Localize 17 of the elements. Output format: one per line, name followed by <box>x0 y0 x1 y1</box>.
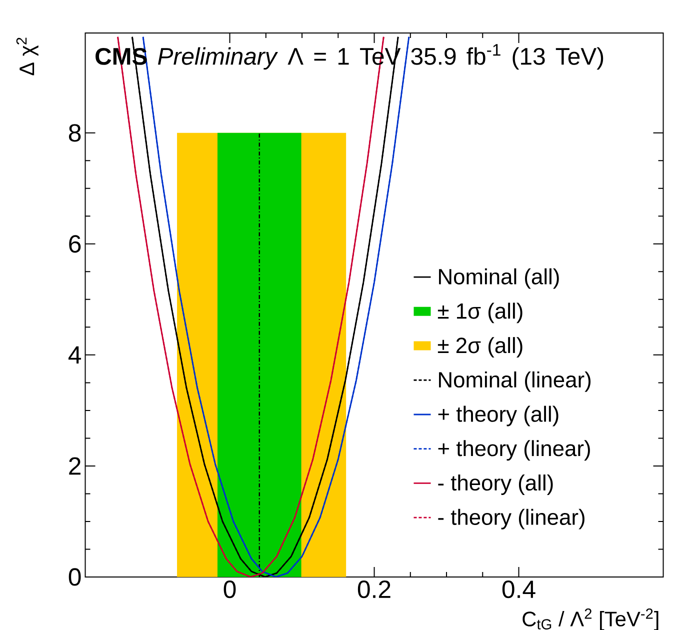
x-tick-label: 0.4 <box>502 580 536 598</box>
legend-label: - theory (all) <box>438 474 553 495</box>
legend-label: - theory (linear) <box>438 508 584 530</box>
y-axis-title: Δ χ$^{2}$ <box>16 38 38 76</box>
y-tick-label: 2 <box>69 457 80 475</box>
legend-label: Nominal (all) <box>439 268 559 289</box>
x-tick-label: 0.2 <box>358 580 390 598</box>
y-tick-label: 0 <box>68 568 81 586</box>
legend-label: ± 1σ (all) <box>438 302 522 324</box>
legend-label: + theory (linear) <box>438 440 590 461</box>
legend-label: Nominal (linear) <box>439 371 591 392</box>
x-tick-label: 0 <box>224 580 236 598</box>
y-tick-label: 6 <box>69 235 81 253</box>
y-tick-label: 4 <box>68 346 82 364</box>
legend-label: ± 2σ (all) <box>438 337 522 358</box>
y-tick-label: 8 <box>68 124 81 142</box>
legend-label: + theory (all) <box>438 406 558 426</box>
